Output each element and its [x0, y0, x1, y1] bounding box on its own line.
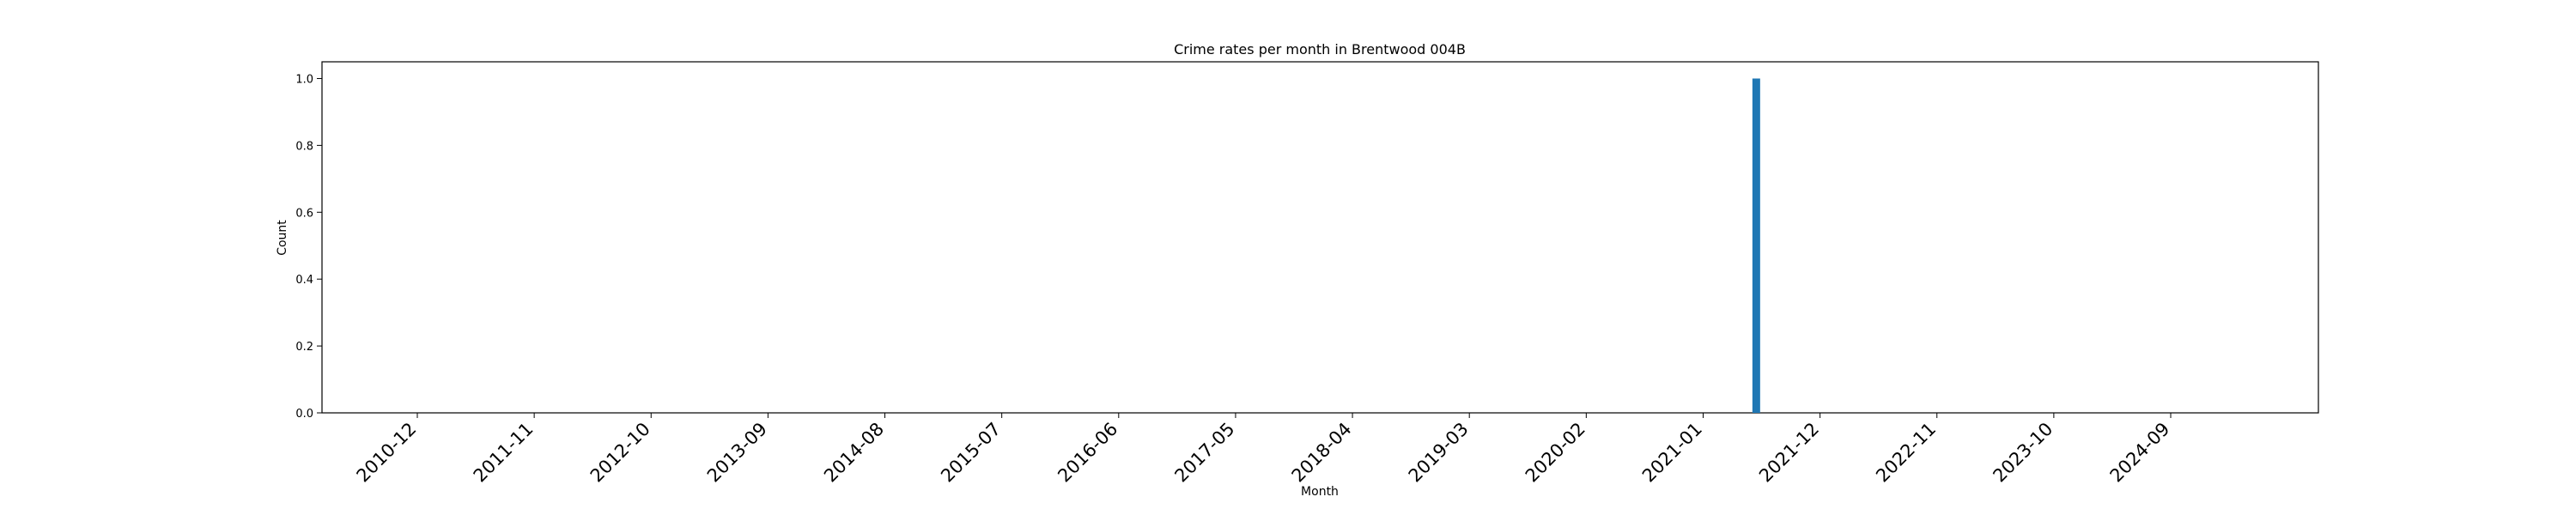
x-tick-label: 2023-10 [1989, 419, 2057, 487]
plot-area [321, 61, 2319, 414]
x-tick-label: 2018-04 [1288, 419, 1356, 487]
y-tick-label: 0.4 [295, 274, 313, 287]
x-tick-label: 2022-11 [1872, 419, 1940, 487]
x-tick-label: 2013-09 [703, 419, 771, 487]
bars [1752, 78, 1760, 413]
y-axis: 0.0 0.2 0.4 0.6 0.8 1.0 [295, 73, 322, 421]
y-tick-label: 0.6 [295, 207, 313, 220]
chart-title: Crime rates per month in Brentwood 004B [1174, 41, 1466, 58]
x-tick-label: 2016-06 [1054, 419, 1121, 487]
x-tick-label: 2020-02 [1522, 419, 1589, 487]
x-axis: 2010-12 2011-11 2012-10 2013-09 2014-08 2015-… [353, 413, 2174, 487]
x-tick-label: 2012-10 [586, 419, 654, 487]
x-axis-label: Month [1301, 485, 1339, 499]
x-tick-label: 2010-12 [353, 419, 421, 487]
y-axis-label: Count [276, 220, 289, 256]
y-tick-label: 0.8 [295, 140, 313, 153]
x-tick-label: 2021-01 [1638, 419, 1706, 487]
y-tick-label: 0.0 [295, 408, 313, 421]
x-tick-label: 2019-03 [1405, 419, 1473, 487]
x-tick-label: 2014-08 [820, 419, 888, 487]
x-tick-label: 2015-07 [937, 419, 1005, 487]
bar [1752, 78, 1760, 413]
x-tick-label: 2021-12 [1755, 419, 1823, 487]
x-tick-label: 2024-09 [2106, 419, 2174, 487]
y-tick-label: 0.2 [295, 341, 313, 354]
x-tick-label: 2011-11 [470, 419, 538, 487]
x-tick-label: 2017-05 [1170, 419, 1238, 487]
y-tick-label: 1.0 [295, 73, 313, 86]
